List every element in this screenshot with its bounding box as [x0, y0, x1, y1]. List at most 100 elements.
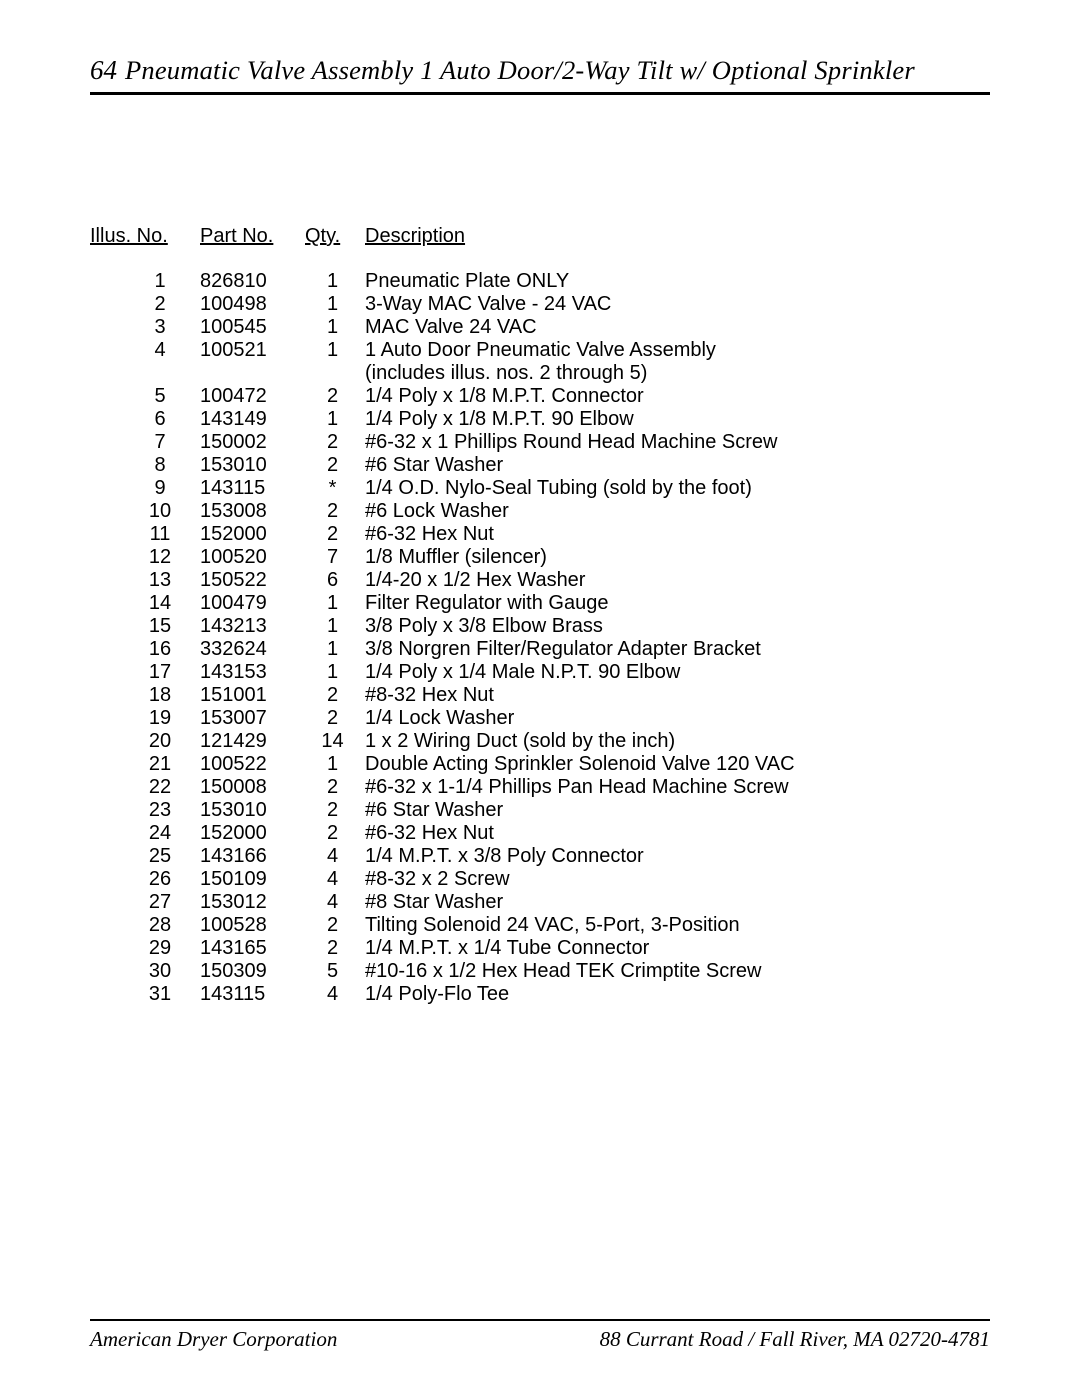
cell-description: 1/4 Poly-Flo Tee — [360, 983, 795, 1006]
cell-qty: 2 — [305, 937, 360, 960]
cell-qty: 4 — [305, 983, 360, 1006]
cell-qty: 2 — [305, 431, 360, 454]
cell-illus-no: 1 — [90, 270, 200, 293]
cell-description: 1 Auto Door Pneumatic Valve Assembly — [360, 339, 795, 362]
page-number: 64 — [90, 55, 117, 86]
table-row: 281005282 Tilting Solenoid 24 VAC, 5-Por… — [90, 914, 795, 937]
cell-description: 1/4 Lock Washer — [360, 707, 795, 730]
cell-qty: 2 — [305, 707, 360, 730]
table-row: 241520002#6-32 Hex Nut — [90, 822, 795, 845]
cell-description: Tilting Solenoid 24 VAC, 5-Port, 3-Posit… — [360, 914, 795, 937]
cell-description: (includes illus. nos. 2 through 5) — [360, 362, 795, 385]
cell-illus-no: 11 — [90, 523, 200, 546]
cell-illus-no: 18 — [90, 684, 200, 707]
cell-description: #6-32 x 1 Phillips Round Head Machine Sc… — [360, 431, 795, 454]
cell-qty: 14 — [305, 730, 360, 753]
cell-qty: 1 — [305, 638, 360, 661]
cell-description: Filter Regulator with Gauge — [360, 592, 795, 615]
table-row: 1633262413/8 Norgren Filter/Regulator Ad… — [90, 638, 795, 661]
cell-illus-no: 6 — [90, 408, 200, 431]
table-row: 221500082#6-32 x 1-1/4 Phillips Pan Head… — [90, 776, 795, 799]
cell-part-no: 143115 — [200, 477, 305, 500]
table-row: 141004791Filter Regulator with Gauge — [90, 592, 795, 615]
cell-part-no: 143115 — [200, 983, 305, 1006]
table-header-row: Illus. No. Part No. Qty. Description — [90, 225, 795, 270]
cell-part-no: 100528 — [200, 914, 305, 937]
cell-illus-no: 30 — [90, 960, 200, 983]
cell-qty: 2 — [305, 914, 360, 937]
cell-qty: 1 — [305, 661, 360, 684]
cell-qty: 4 — [305, 845, 360, 868]
cell-part-no: 152000 — [200, 523, 305, 546]
table-row: 510047221/4 Poly x 1/8 M.P.T. Connector — [90, 385, 795, 408]
cell-part-no: 143153 — [200, 661, 305, 684]
cell-part-no: 143149 — [200, 408, 305, 431]
cell-illus-no: 2 — [90, 293, 200, 316]
cell-part-no: 121429 — [200, 730, 305, 753]
cell-qty: 4 — [305, 891, 360, 914]
page-title: Pneumatic Valve Assembly 1 Auto Door/2-W… — [125, 55, 915, 86]
cell-description: 1 x 2 Wiring Duct (sold by the inch) — [360, 730, 795, 753]
cell-part-no: 153010 — [200, 799, 305, 822]
cell-part-no: 153012 — [200, 891, 305, 914]
cell-part-no: 100479 — [200, 592, 305, 615]
cell-part-no: 143213 — [200, 615, 305, 638]
table-row: 20121429141 x 2 Wiring Duct (sold by the… — [90, 730, 795, 753]
cell-description: 1/4 M.P.T. x 1/4 Tube Connector — [360, 937, 795, 960]
cell-qty: 2 — [305, 822, 360, 845]
cell-description: 3/8 Norgren Filter/Regulator Adapter Bra… — [360, 638, 795, 661]
cell-part-no: 100520 — [200, 546, 305, 569]
table-row: 1514321313/8 Poly x 3/8 Elbow Brass — [90, 615, 795, 638]
cell-qty: 1 — [305, 408, 360, 431]
cell-description: #6 Star Washer — [360, 799, 795, 822]
cell-part-no: 150109 — [200, 868, 305, 891]
page-header: 64 Pneumatic Valve Assembly 1 Auto Door/… — [90, 55, 990, 95]
cell-part-no: 153010 — [200, 454, 305, 477]
cell-description: #8-32 x 2 Screw — [360, 868, 795, 891]
cell-part-no: 100472 — [200, 385, 305, 408]
footer-address: 88 Currant Road / Fall River, MA 02720-4… — [600, 1327, 990, 1352]
cell-qty: 2 — [305, 454, 360, 477]
cell-illus-no: 10 — [90, 500, 200, 523]
table-row: 301503095#10-16 x 1/2 Hex Head TEK Crimp… — [90, 960, 795, 983]
cell-description: #6-32 Hex Nut — [360, 822, 795, 845]
cell-description: Pneumatic Plate ONLY — [360, 270, 795, 293]
cell-qty: 1 — [305, 592, 360, 615]
cell-part-no: 150522 — [200, 569, 305, 592]
table-row: 21004981 3-Way MAC Valve - 24 VAC — [90, 293, 795, 316]
cell-qty — [305, 362, 360, 385]
cell-illus-no: 23 — [90, 799, 200, 822]
table-row: 81530102 #6 Star Washer — [90, 454, 795, 477]
cell-part-no: 152000 — [200, 822, 305, 845]
cell-description: 1/4 Poly x 1/8 M.P.T. 90 Elbow — [360, 408, 795, 431]
cell-qty: 6 — [305, 569, 360, 592]
cell-qty: 1 — [305, 339, 360, 362]
cell-illus-no: 22 — [90, 776, 200, 799]
cell-part-no: 100522 — [200, 753, 305, 776]
cell-description: 1/4 Poly x 1/8 M.P.T. Connector — [360, 385, 795, 408]
table-row: 1315052261/4-20 x 1/2 Hex Washer — [90, 569, 795, 592]
cell-description: 1/4 Poly x 1/4 Male N.P.T. 90 Elbow — [360, 661, 795, 684]
cell-illus-no: 15 — [90, 615, 200, 638]
table-row: 1210052071/8 Muffler (silencer) — [90, 546, 795, 569]
col-header-part: Part No. — [200, 225, 305, 270]
cell-illus-no: 7 — [90, 431, 200, 454]
cell-description: #8-32 Hex Nut — [360, 684, 795, 707]
cell-description: 1/8 Muffler (silencer) — [360, 546, 795, 569]
table-row: 31005451MAC Valve 24 VAC — [90, 316, 795, 339]
cell-part-no: 150002 — [200, 431, 305, 454]
table-row: 18268101Pneumatic Plate ONLY — [90, 270, 795, 293]
cell-illus-no: 9 — [90, 477, 200, 500]
parts-table: Illus. No. Part No. Qty. Description 18 2… — [90, 225, 795, 1006]
cell-description: 1/4 M.P.T. x 3/8 Poly Connector — [360, 845, 795, 868]
cell-description: #6-32 x 1-1/4 Phillips Pan Head Machine … — [360, 776, 795, 799]
table-row: 614314911/4 Poly x 1/8 M.P.T. 90 Elbow — [90, 408, 795, 431]
cell-illus-no: 19 — [90, 707, 200, 730]
table-row: 211005221Double Acting Sprinkler Solenoi… — [90, 753, 795, 776]
cell-description: MAC Valve 24 VAC — [360, 316, 795, 339]
table-row: 2914316521/4 M.P.T. x 1/4 Tube Connector — [90, 937, 795, 960]
cell-illus-no: 14 — [90, 592, 200, 615]
table-row: 111520002#6-32 Hex Nut — [90, 523, 795, 546]
cell-description: 3-Way MAC Valve - 24 VAC — [360, 293, 795, 316]
footer-company: American Dryer Corporation — [90, 1327, 337, 1352]
